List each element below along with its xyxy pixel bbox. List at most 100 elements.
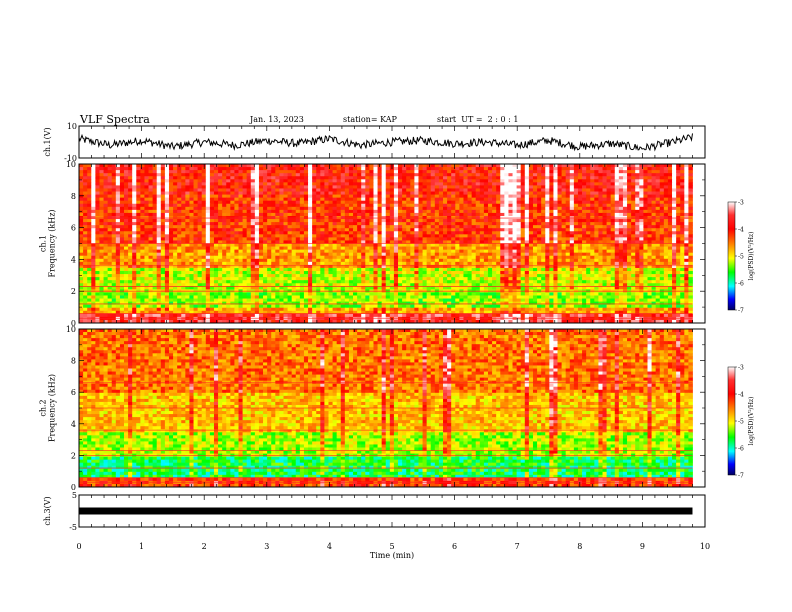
ch1-spectrogram-cell: [398, 234, 403, 238]
ch1-spectrogram-cell: [500, 222, 505, 226]
ch1-spectrogram-cell: [393, 176, 399, 180]
ch1-spectrogram-cell: [353, 219, 358, 223]
ch1-spectrogram-cell: [181, 240, 186, 244]
ch1-spectrogram-cell: [655, 255, 661, 260]
ch1-spectrogram-cell: [295, 197, 301, 202]
ch1-spectrogram-cell: [647, 258, 652, 263]
ch1-spectrogram-cell: [336, 191, 342, 195]
ch1-spectrogram-cell: [389, 206, 395, 211]
ch1-spectrogram-cell: [99, 219, 104, 223]
ch1-spectrogram-cell: [83, 209, 88, 214]
ch1-spectrogram-cell: [622, 179, 628, 183]
ch1-spectrogram-cell: [418, 237, 423, 241]
ch1-spectrogram-cell: [676, 197, 681, 202]
ch1-spectrogram-cell: [201, 197, 207, 202]
ch1-spectrogram-cell: [95, 225, 100, 229]
ch1-spectrogram-cell: [242, 228, 248, 232]
ch1-spectrogram-cell: [316, 167, 321, 171]
ch1-spectrogram-cell: [549, 182, 554, 186]
ch1-spectrogram-cell: [557, 243, 562, 247]
ch1-spectrogram-cell: [263, 188, 268, 192]
ch1-spectrogram-cell: [622, 182, 628, 186]
ch1-spectrogram-cell: [87, 249, 92, 254]
ch1-spectrogram-cell: [254, 261, 260, 266]
ch1-spectrogram-cell: [487, 231, 493, 235]
ch1-spectrogram-cell: [410, 222, 415, 226]
ch1-spectrogram-cell: [136, 255, 141, 260]
ch1-spectrogram-cell: [516, 234, 522, 238]
ch1-spectrogram-cell: [467, 231, 473, 235]
ch1-spectrogram-cell: [299, 231, 305, 235]
ch1-spectrogram-cell: [532, 164, 538, 168]
ch1-spectrogram-cell: [594, 240, 599, 244]
ch1-spectrogram-cell: [95, 243, 100, 247]
ch1-spectrogram-cell: [107, 258, 113, 263]
ch1-spectrogram-cell: [99, 231, 104, 235]
ch1-spectrogram-cell: [291, 225, 297, 229]
ch1-spectrogram-cell: [606, 219, 612, 223]
ch1-spectrogram-cell: [516, 219, 522, 223]
ch1-spectrogram-cell: [107, 243, 113, 247]
ch1-spectrogram-cell: [643, 167, 648, 171]
ch1-spectrogram-cell: [128, 209, 133, 214]
ch1-spectrogram-cell: [606, 228, 612, 232]
ch1-spectrogram-cell: [667, 234, 673, 238]
ch1-spectrogram-cell: [242, 185, 248, 189]
ch1-spectrogram-cell: [320, 255, 325, 260]
ch1-spectrogram-cell: [528, 203, 534, 208]
ch1-spectrogram-cell: [275, 170, 280, 174]
ch1-spectrogram-cell: [504, 237, 509, 241]
ch1-spectrogram-cell: [659, 188, 665, 192]
ch1-spectrogram-cell: [557, 179, 562, 183]
ch1-spectrogram-cell: [393, 240, 399, 244]
ch1-spectrogram-cell: [667, 231, 673, 235]
ch1-spectrogram-cell: [655, 170, 661, 174]
ch1-spectrogram-cell: [475, 182, 481, 186]
ch1-spectrogram-cell: [631, 206, 636, 211]
ch1-spectrogram-cell: [406, 170, 411, 174]
ch1-spectrogram-cell: [594, 188, 599, 192]
ch1-spectrogram-cell: [271, 167, 276, 171]
ch1-spectrogram-cell: [438, 197, 444, 202]
ch1-spectrogram-cell: [279, 200, 284, 205]
ch1-spectrogram-cell: [140, 164, 145, 168]
ch1-spectrogram-cell: [173, 249, 178, 254]
ch1-spectrogram-cell: [152, 176, 158, 180]
ch1-spectrogram-cell: [643, 197, 648, 202]
ch1-spectrogram-cell: [602, 203, 607, 208]
ch1-spectrogram-cell: [283, 243, 288, 247]
ch1-spectrogram-cell: [263, 249, 268, 254]
ch1-spectrogram-cell: [136, 258, 141, 263]
ch1-spectrogram-cell: [402, 167, 407, 171]
ch1-spectrogram-cell: [528, 182, 534, 186]
ch1-spectrogram-cell: [303, 234, 309, 238]
ch1-spectrogram-cell: [303, 249, 309, 254]
ch1-spectrogram-cell: [684, 200, 689, 205]
ch1-spectrogram-cell: [398, 255, 403, 260]
ch1-spectrogram-cell: [328, 167, 333, 171]
ch1-spectrogram-cell: [451, 197, 456, 202]
ch1-spectrogram-cell: [451, 240, 456, 244]
ch1-spectrogram-cell: [344, 231, 350, 235]
ch1-spectrogram-cell: [185, 206, 190, 211]
ch1-spectrogram-cell: [577, 191, 583, 195]
ch1-spectrogram-cell: [267, 203, 272, 208]
ch1-spectrogram-cell: [222, 206, 227, 211]
ch1-spectrogram-cell: [287, 200, 293, 205]
ch1-spectrogram-cell: [443, 252, 448, 257]
ch1-spectrogram-cell: [119, 194, 125, 199]
ch1-spectrogram-cell: [569, 182, 575, 186]
ch1-spectrogram-cell: [532, 182, 538, 186]
ch1-spectrogram-cell: [573, 252, 579, 257]
ch1-spectrogram-cell: [635, 255, 640, 260]
ch1-spectrogram-cell: [434, 206, 440, 211]
ch1-spectrogram-cell: [83, 258, 88, 263]
ch1-spectrogram-cell: [299, 255, 305, 260]
ch1-spectrogram-cell: [340, 173, 346, 177]
ch1-spectrogram-cell: [438, 203, 444, 208]
ch1-spectrogram-cell: [83, 228, 88, 232]
ch1-spectrogram-cell: [680, 206, 685, 211]
ch1-spectrogram-cell: [459, 200, 464, 205]
ch1-spectrogram-cell: [467, 206, 473, 211]
ch1-spectrogram-cell: [83, 240, 88, 244]
